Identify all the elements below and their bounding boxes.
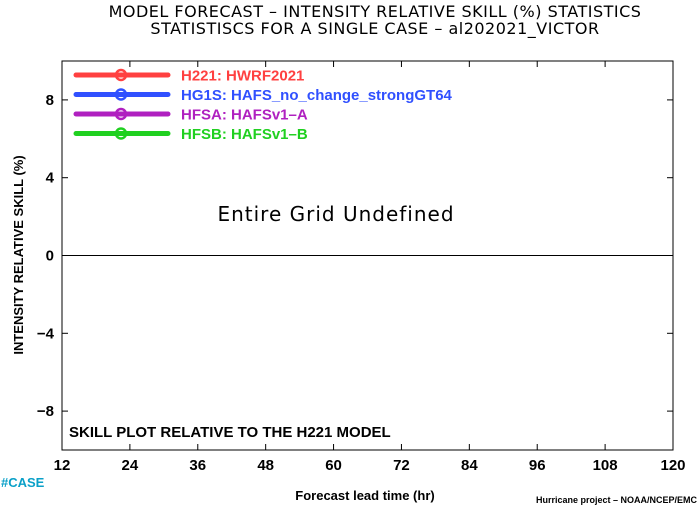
legend-swatch-marker bbox=[114, 127, 128, 140]
legend-label: HFSB: HAFSv1–B bbox=[181, 126, 308, 143]
legend-item: HG1S: HAFS_no_change_strongGT64 bbox=[73, 87, 453, 104]
skill-note: SKILL PLOT RELATIVE TO THE H221 MODEL bbox=[69, 424, 391, 441]
y-axis-label: INTENSITY RELATIVE SKILL (%) bbox=[11, 155, 26, 354]
x-tick-label: 84 bbox=[461, 457, 478, 474]
y-tick-label: 0 bbox=[46, 248, 54, 265]
x-tick-label: 120 bbox=[660, 457, 685, 474]
legend-label: HFSA: HAFSv1–A bbox=[181, 107, 308, 124]
x-tick-label: 72 bbox=[393, 457, 410, 474]
x-tick-label: 36 bbox=[189, 457, 206, 474]
legend: H221: HWRF2021 HG1S: HAFS_no_change_stron… bbox=[73, 68, 453, 143]
x-tick-label: 60 bbox=[325, 457, 342, 474]
case-tag: #CASE bbox=[1, 475, 45, 490]
legend-item: HFSA: HAFSv1–A bbox=[73, 107, 308, 124]
legend-item: H221: HWRF2021 bbox=[73, 68, 304, 85]
x-tick-label: 108 bbox=[593, 457, 618, 474]
legend-swatch-marker bbox=[114, 107, 128, 121]
y-tick-label: 8 bbox=[46, 92, 54, 109]
x-tick-label: 24 bbox=[122, 457, 139, 474]
legend-swatch-marker bbox=[114, 68, 128, 82]
x-axis-label: Forecast lead time (hr) bbox=[295, 488, 434, 503]
x-tick-label: 12 bbox=[54, 457, 71, 474]
legend-swatch-marker bbox=[114, 88, 128, 101]
chart-title: MODEL FORECAST – INTENSITY RELATIVE SKIL… bbox=[109, 2, 642, 21]
y-tick-label: 4 bbox=[46, 170, 55, 187]
y-tick-label: −8 bbox=[37, 403, 54, 420]
chart-subtitle: STATISTISCS FOR A SINGLE CASE – al202021… bbox=[150, 19, 599, 39]
x-tick-label: 48 bbox=[257, 457, 274, 474]
legend-item: HFSB: HAFSv1–B bbox=[73, 126, 308, 143]
undefined-message: Entire Grid Undefined bbox=[217, 202, 454, 226]
legend-label: HG1S: HAFS_no_change_strongGT64 bbox=[181, 87, 453, 104]
x-tick-label: 96 bbox=[529, 457, 546, 474]
y-tick-label: −4 bbox=[37, 325, 55, 342]
legend-label: H221: HWRF2021 bbox=[181, 68, 304, 85]
credit-text: Hurricane project – NOAA/NCEP/EMC bbox=[536, 495, 698, 505]
